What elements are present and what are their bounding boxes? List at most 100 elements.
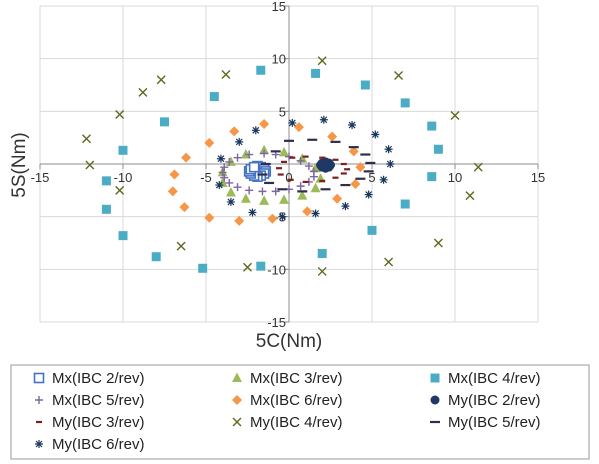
data-point	[433, 144, 443, 154]
data-point	[245, 186, 254, 195]
axes	[39, 5, 539, 323]
data-point	[179, 202, 190, 213]
data-point	[311, 209, 320, 218]
data-point	[221, 69, 231, 79]
legend-entry: Mx(IBC 3/rev)	[232, 370, 343, 387]
data-point	[384, 257, 394, 267]
data-point	[400, 199, 410, 209]
legend-marker	[33, 372, 45, 384]
data-point	[319, 115, 328, 124]
data-point	[364, 190, 373, 199]
legend-marker	[232, 395, 242, 405]
series-3	[101, 65, 443, 273]
y-tick-label: -15	[267, 315, 286, 330]
data-point	[296, 182, 305, 191]
x-axis-title: 5C(Nm)	[256, 331, 323, 352]
data-point	[225, 186, 236, 197]
legend-label: Mx(IBC 3/rev)	[250, 370, 343, 387]
data-point	[400, 98, 410, 108]
data-point	[278, 212, 287, 221]
series-9	[257, 138, 376, 193]
legend-label: Mx(IBC 5/rev)	[52, 392, 145, 409]
data-point	[204, 137, 215, 148]
data-point	[355, 162, 366, 173]
data-point	[240, 193, 251, 203]
data-point	[260, 149, 269, 158]
legend-label: My(IBC 3/rev)	[52, 414, 145, 431]
data-point	[259, 195, 270, 205]
y-tick-label: 10	[272, 52, 286, 67]
data-point	[251, 126, 260, 135]
data-point	[433, 238, 443, 248]
data-point	[81, 134, 91, 144]
series-7	[276, 155, 351, 184]
series-10	[215, 115, 395, 221]
data-point	[248, 161, 260, 173]
data-point	[386, 160, 395, 168]
data-point	[225, 157, 234, 166]
data-point	[220, 163, 229, 172]
legend-entry: Mx(IBC 2/rev)	[33, 370, 145, 387]
legend-marker	[430, 395, 440, 405]
data-point	[450, 111, 460, 121]
data-point	[427, 172, 437, 182]
data-point	[279, 146, 290, 157]
x-tick-label: -10	[114, 170, 133, 185]
data-point	[225, 156, 236, 166]
data-point	[226, 197, 235, 206]
data-point	[350, 179, 361, 190]
series-2	[217, 144, 326, 205]
data-point	[167, 186, 178, 197]
data-point	[240, 149, 251, 159]
data-point	[256, 261, 266, 271]
x-tick-label: -15	[31, 170, 50, 185]
y-tick-label: 15	[272, 0, 286, 14]
data-point	[288, 118, 297, 127]
legend-marker	[35, 440, 43, 448]
data-point	[317, 266, 327, 276]
data-point	[379, 175, 388, 184]
legend-entry: Mx(IBC 4/rev)	[430, 370, 541, 387]
data-point	[367, 225, 377, 235]
data-point	[198, 263, 208, 273]
data-point	[317, 249, 327, 259]
y-axis-title: 5S(Nm)	[9, 132, 30, 197]
data-point	[348, 121, 357, 130]
data-point	[151, 252, 161, 262]
legend-label: My(IBC 6/rev)	[52, 436, 145, 453]
data-point	[215, 181, 224, 190]
data-point	[310, 162, 321, 173]
series-8	[81, 56, 483, 276]
data-point	[233, 153, 242, 162]
legend-entry: My(IBC 5/rev)	[430, 414, 541, 431]
legend-label: Mx(IBC 4/rev)	[448, 370, 541, 387]
data-point	[248, 208, 257, 217]
legend-label: Mx(IBC 2/rev)	[52, 370, 145, 387]
data-point	[304, 162, 313, 171]
data-point	[473, 162, 483, 172]
x-tick-label: 10	[448, 170, 462, 185]
data-point	[233, 183, 242, 192]
legend-label: Mx(IBC 6/rev)	[250, 392, 343, 409]
legend-marker	[430, 373, 440, 383]
data-point	[245, 150, 254, 159]
data-point	[118, 145, 128, 155]
data-point	[243, 262, 252, 272]
data-point	[138, 87, 148, 97]
data-point	[225, 178, 234, 187]
data-point	[118, 231, 128, 241]
data-point	[317, 158, 327, 168]
series-6	[316, 157, 335, 173]
data-point	[216, 154, 225, 163]
data-point	[371, 130, 380, 139]
data-point	[311, 68, 321, 78]
data-point	[341, 202, 350, 211]
data-point	[360, 80, 370, 90]
data-point	[258, 187, 267, 196]
data-point	[297, 190, 308, 200]
data-point	[176, 241, 186, 251]
data-point	[204, 212, 215, 223]
data-point	[181, 152, 192, 163]
data-point	[235, 137, 244, 146]
